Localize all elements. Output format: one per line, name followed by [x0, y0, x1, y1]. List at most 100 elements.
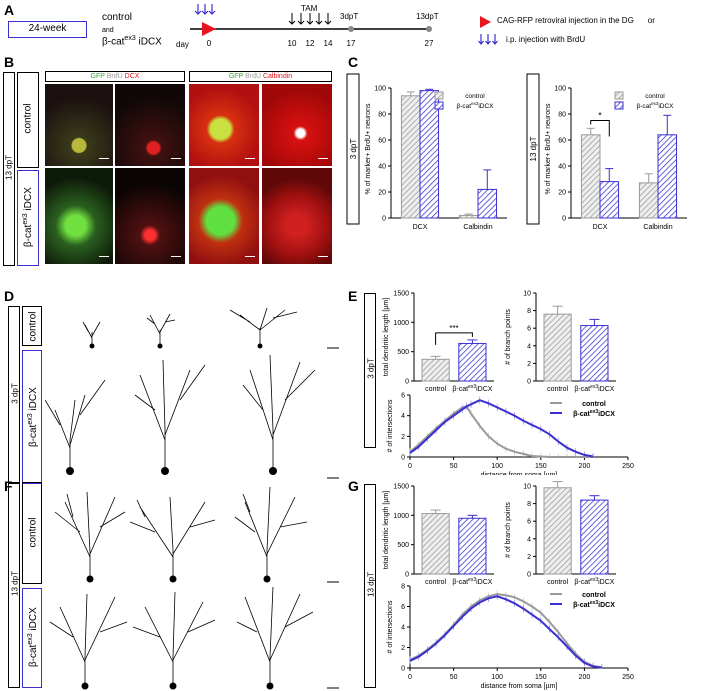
micrograph-bcat-dcx	[115, 168, 185, 264]
neuron-f-ctrl-1	[54, 491, 126, 577]
timeline-day-27: 27	[425, 39, 434, 48]
panel-letter-e: E	[348, 288, 358, 304]
e3-xlabel: distance from soma [µm]	[481, 472, 558, 475]
e1-xlabel-1: β-catex3iDCX	[452, 384, 492, 393]
chart-c-3dpt: 0 20 40 60 80 100 DCX Calbindin controlβ-catex3i…	[374, 86, 507, 231]
dpt-box-b: 13 dpT	[3, 72, 15, 266]
timeline-day-12: 12	[306, 39, 315, 48]
soma-d-ctrl-1	[89, 343, 95, 349]
c1-bar-1-0	[458, 214, 479, 219]
e1-ytick-label-1: 500	[397, 349, 409, 356]
g3-ylabel: # of intersections	[387, 600, 394, 653]
g2-ylabel: # of branch points	[505, 502, 512, 558]
e3-legend-label-0: control	[582, 401, 606, 408]
e2-ytick-label-4: 8	[527, 308, 531, 315]
timeline-day-17: 17	[347, 39, 356, 48]
timeline-day-0: 0	[207, 39, 212, 48]
neuron-tracings-f	[49, 486, 339, 690]
e2-xlabel-1: β-catex3iDCX	[574, 384, 614, 393]
e3-ytick-label-1: 2	[401, 434, 405, 441]
c1-bar-0-0	[400, 95, 421, 219]
e3-xtick-label-1: 50	[450, 463, 458, 470]
soma-f-ctrl-2	[169, 575, 177, 583]
c1-ylabel: % of marker+ BrdU+ neurons	[365, 103, 372, 195]
c2-ylabel: % of marker+ BrdU+ neurons	[545, 103, 552, 195]
e2-bar-1	[580, 325, 609, 382]
neuron-f-ctrl-2	[129, 496, 216, 577]
g3-legend-label-0: control	[582, 592, 606, 599]
g2-ytick-label-0: 0	[527, 572, 531, 579]
e3-xtick-label-4: 200	[579, 463, 591, 470]
neuron-f-ctrl-3	[234, 486, 308, 577]
c2-ytick-label-0: 0	[562, 216, 566, 223]
micrograph-bcat-dcx-merge	[45, 168, 113, 264]
chart-c: 3 dpT % of marker+ BrdU+ neurons 0 20 40 60…	[346, 73, 687, 231]
c2-legend-swatch-0	[614, 91, 624, 100]
e3-ytick-label-2: 4	[401, 413, 405, 420]
g3-xtick-label-2: 100	[491, 674, 503, 681]
c1-xlabel-0: DCX	[413, 224, 428, 231]
dpt13-marker	[426, 26, 432, 32]
row-bcat-d: β-catex3 iDCX	[22, 350, 42, 484]
panel-letter-a: A	[4, 2, 15, 18]
c1-bar-0-1	[419, 90, 440, 219]
chart-g-branch: 0 2 4 6 8 10 # of branch points control β-catex3…	[505, 481, 616, 586]
c1-legend-label-0: control	[465, 93, 485, 100]
g2-ytick-label-4: 8	[527, 501, 531, 508]
micrograph-control-calb-merge	[189, 84, 259, 166]
g2-xlabel-1: β-catex3iDCX	[574, 577, 614, 586]
e1-ylabel: total dendritic length [µm]	[383, 298, 390, 376]
soma-d-ctrl-2	[157, 343, 163, 349]
neuron-tracings-d	[45, 307, 339, 479]
c1-legend-swatch-1	[434, 101, 444, 110]
group-bcat-label: β-catex3 iDCX	[102, 35, 162, 48]
g3-series-line-1	[409, 595, 602, 669]
neuron-f-bcat-2	[132, 591, 216, 685]
e2-ytick-label-5: 10	[523, 291, 531, 298]
c1-legend-swatch-0	[434, 91, 444, 100]
g1-xlabel-0: control	[425, 579, 446, 586]
dpt-box-f: 13 dpT	[8, 482, 20, 688]
tam-label: TAM	[301, 4, 318, 13]
injection-marker	[202, 22, 216, 36]
chart-g-sholl: 0 2 4 6 8 0 50 100 150 200 250 # of intersections di…	[387, 584, 634, 691]
micrograph-control-calb	[262, 84, 332, 166]
group-control-label: control	[102, 12, 133, 23]
g3-xlabel: distance from soma [µm]	[481, 683, 558, 690]
g3-xtick-label-0: 0	[408, 674, 412, 681]
c1-dpt-label: 3 dpT	[349, 139, 358, 160]
soma-f-ctrl-1	[86, 575, 94, 583]
brdu-arrows	[194, 4, 216, 15]
e1-bar-1	[458, 342, 487, 382]
c2-xlabel-0: DCX	[593, 224, 608, 231]
day-label: day	[176, 40, 189, 49]
dpt3-label: 3dpT	[340, 12, 358, 21]
soma-d-bcat-3	[269, 467, 277, 475]
soma-f-ctrl-3	[263, 575, 271, 583]
soma-f-bcat-3	[266, 682, 274, 690]
g3-ytick-label-0: 0	[401, 666, 405, 673]
g2-ytick-label-1: 2	[527, 554, 531, 561]
panel-letter-g: G	[348, 478, 359, 494]
g1-ytick-label-3: 1500	[393, 484, 409, 491]
c2-bar-1-0	[638, 182, 659, 219]
e2-ytick-label-2: 4	[527, 343, 531, 350]
e3-ytick-label-3: 6	[401, 393, 405, 400]
c1-legend-label-1: β-catex3iDCX	[456, 101, 494, 110]
g1-ytick-label-0: 0	[405, 572, 409, 579]
e1-bar-0	[421, 358, 450, 382]
c2-xlabel-1: Calbindin	[643, 224, 672, 231]
legend-brdu-icon	[478, 34, 498, 45]
e2-bar-0	[543, 313, 572, 382]
c2-dpt-label: 13 dpT	[529, 136, 538, 161]
g1-bar-0	[421, 513, 450, 575]
panel-letter-b: B	[4, 54, 15, 70]
e1-xlabel-0: control	[425, 386, 446, 393]
e3-legend-label-1: β-catex3iDCX	[573, 409, 615, 418]
neuron-d-bcat-3	[242, 354, 316, 470]
e3-series-line-0	[409, 405, 594, 458]
c2-ytick-label-5: 100	[554, 86, 566, 93]
